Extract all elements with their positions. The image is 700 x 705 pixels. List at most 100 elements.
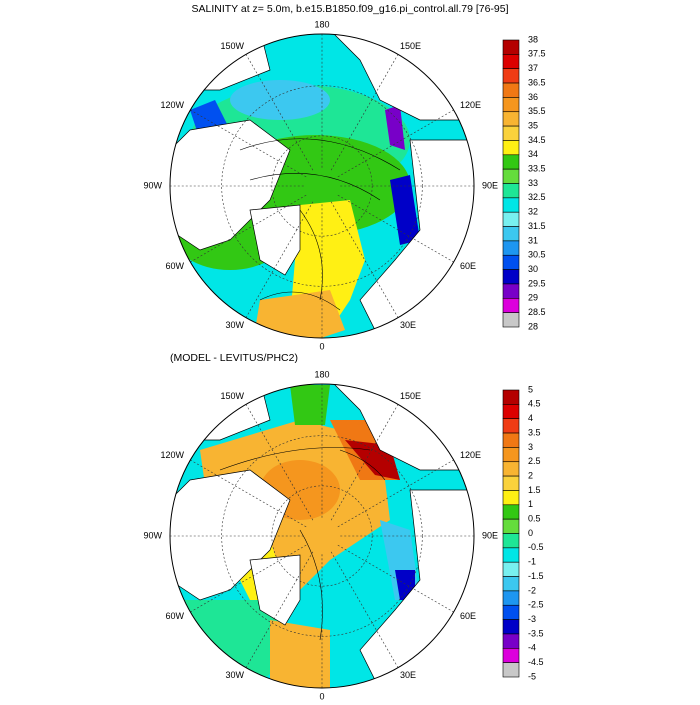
colorbar-label: 38 bbox=[528, 34, 538, 44]
colorbar-box bbox=[502, 633, 520, 649]
longitude-label: 120E bbox=[460, 450, 481, 460]
colorbar-label: 3.5 bbox=[528, 427, 541, 437]
colorbar-box bbox=[502, 533, 520, 549]
colorbar-box bbox=[502, 561, 520, 577]
colorbar-label: -2 bbox=[528, 585, 536, 595]
panel-title: SALINITY at z= 5.0m, b.e15.B1850.f09_g16… bbox=[191, 3, 508, 15]
colorbar-box bbox=[502, 297, 520, 313]
colorbar-label: 31 bbox=[528, 235, 538, 245]
longitude-label: 120W bbox=[160, 450, 184, 460]
colorbar-box bbox=[502, 39, 520, 55]
colorbar-label: 29 bbox=[528, 293, 538, 303]
colorbar-box bbox=[502, 432, 520, 448]
colorbar-box bbox=[502, 140, 520, 156]
colorbar-box bbox=[502, 183, 520, 199]
longitude-label: 30W bbox=[225, 670, 244, 680]
colorbar-box bbox=[502, 447, 520, 463]
longitude-label: 180 bbox=[314, 369, 329, 379]
colorbar-box bbox=[502, 547, 520, 563]
colorbar-label: 35.5 bbox=[528, 106, 546, 116]
difference-map bbox=[170, 384, 474, 688]
colorbar-box bbox=[502, 111, 520, 127]
colorbar-label: 34.5 bbox=[528, 135, 546, 145]
colorbar-box bbox=[502, 619, 520, 635]
colorbar-label: 29.5 bbox=[528, 278, 546, 288]
colorbar-box bbox=[502, 312, 520, 328]
colorbar-box bbox=[502, 240, 520, 256]
colorbar-label: 4 bbox=[528, 413, 533, 423]
map-border bbox=[169, 383, 475, 689]
colorbar-label: 0 bbox=[528, 528, 533, 538]
colorbar-box bbox=[502, 125, 520, 141]
colorbar-box bbox=[502, 283, 520, 299]
colorbar-box bbox=[502, 389, 520, 405]
longitude-label: 90E bbox=[482, 530, 498, 540]
colorbar-label: -3 bbox=[528, 614, 536, 624]
colorbar-label: 30.5 bbox=[528, 250, 546, 260]
colorbar-label: 3 bbox=[528, 442, 533, 452]
colorbar-box bbox=[502, 211, 520, 227]
colorbar-label: -4.5 bbox=[528, 657, 544, 667]
colorbar-box bbox=[502, 461, 520, 477]
colorbar-label: 34 bbox=[528, 149, 538, 159]
colorbar-label: 35 bbox=[528, 120, 538, 130]
longitude-label: 120E bbox=[460, 100, 481, 110]
colorbar-label: -3.5 bbox=[528, 628, 544, 638]
longitude-label: 60E bbox=[460, 261, 476, 271]
colorbar-label: 32.5 bbox=[528, 192, 546, 202]
colorbar-box bbox=[502, 226, 520, 242]
colorbar-box bbox=[502, 197, 520, 213]
longitude-label: 30E bbox=[400, 670, 416, 680]
colorbar-label: 2 bbox=[528, 470, 533, 480]
colorbar-box bbox=[502, 662, 520, 678]
longitude-label: 90W bbox=[143, 530, 162, 540]
colorbar-label: -2.5 bbox=[528, 600, 544, 610]
longitude-label: 60W bbox=[165, 261, 184, 271]
colorbar-label: 36 bbox=[528, 92, 538, 102]
colorbar-label: 1 bbox=[528, 499, 533, 509]
colorbar-box bbox=[502, 269, 520, 285]
colorbar-box bbox=[502, 504, 520, 520]
colorbar-label: -5 bbox=[528, 671, 536, 681]
longitude-label: 30W bbox=[225, 320, 244, 330]
colorbar-label: 36.5 bbox=[528, 77, 546, 87]
colorbar-box bbox=[502, 404, 520, 420]
longitude-label: 60W bbox=[165, 611, 184, 621]
colorbar-label: 0.5 bbox=[528, 514, 541, 524]
longitude-label: 60E bbox=[460, 611, 476, 621]
colorbar-box bbox=[502, 68, 520, 84]
colorbar-label: 28.5 bbox=[528, 307, 546, 317]
colorbar-label: 33 bbox=[528, 178, 538, 188]
colorbar-box bbox=[502, 82, 520, 98]
colorbar-box bbox=[502, 490, 520, 506]
colorbar-label: 32 bbox=[528, 207, 538, 217]
longitude-label: 0 bbox=[319, 341, 324, 351]
longitude-label: 0 bbox=[319, 691, 324, 700]
colorbar-box bbox=[502, 54, 520, 69]
colorbar-box bbox=[502, 475, 520, 491]
colorbar-box bbox=[502, 604, 520, 620]
colorbar-box bbox=[502, 576, 520, 592]
latitude-circle bbox=[221, 435, 423, 637]
latitude-circle bbox=[221, 85, 423, 287]
colorbar-box bbox=[502, 647, 520, 663]
colorbar-label: -1.5 bbox=[528, 571, 544, 581]
colorbar-label: 1.5 bbox=[528, 485, 541, 495]
colorbar-label: 37.5 bbox=[528, 49, 546, 59]
colorbar-box bbox=[502, 97, 520, 113]
colorbar-label: 5 bbox=[528, 384, 533, 394]
colorbar-label: 4.5 bbox=[528, 399, 541, 409]
longitude-label: 150W bbox=[220, 41, 244, 51]
colorbar-box bbox=[502, 168, 520, 184]
colorbar-box bbox=[502, 418, 520, 434]
colorbar-box bbox=[502, 518, 520, 534]
longitude-label: 180 bbox=[314, 19, 329, 29]
colorbar-label: 37 bbox=[528, 63, 538, 73]
colorbar-box bbox=[502, 254, 520, 270]
longitude-label: 150E bbox=[400, 41, 421, 51]
colorbar-label: 31.5 bbox=[528, 221, 546, 231]
panel-title: (MODEL - LEVITUS/PHC2) bbox=[170, 352, 298, 364]
longitude-label: 90E bbox=[482, 180, 498, 190]
